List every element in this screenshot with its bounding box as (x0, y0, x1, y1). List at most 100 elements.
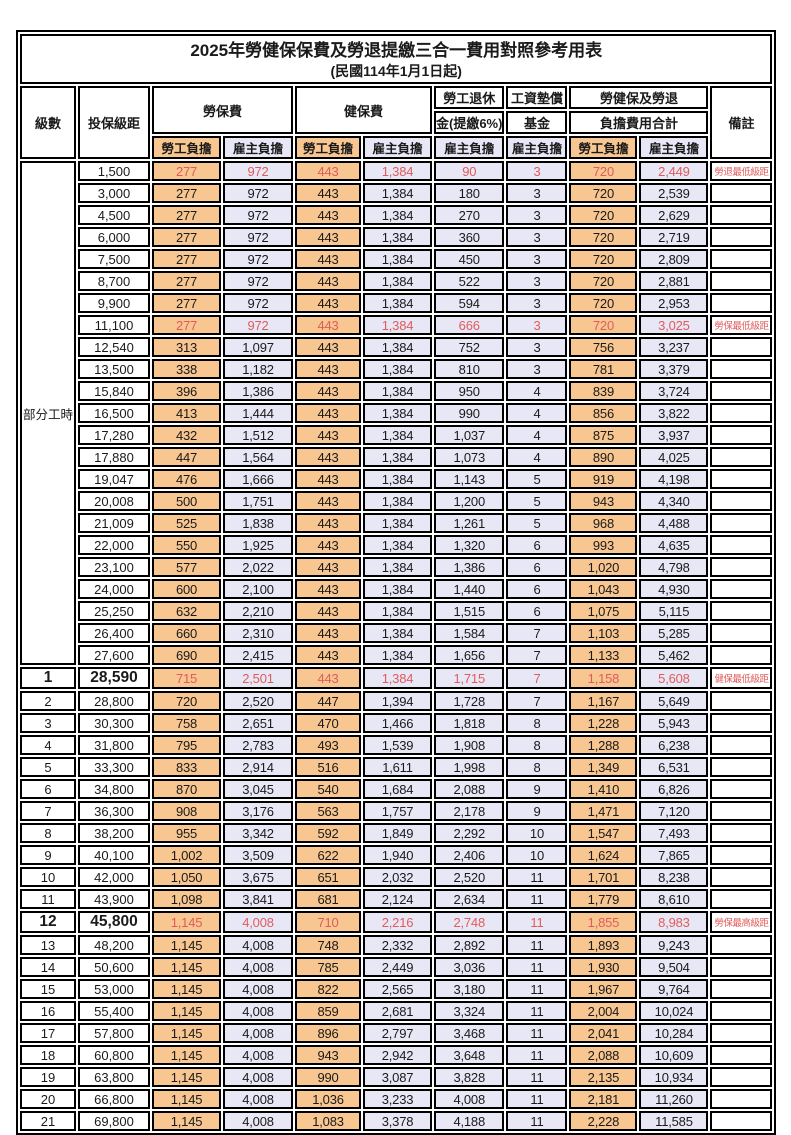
table-row: 13,500 338 1,182 443 1,384 810 3 781 3,379 (20, 359, 773, 379)
note-cell (710, 623, 773, 643)
value-cell: 4,008 (223, 1045, 293, 1065)
header-labor-insurance: 勞保費 (152, 86, 293, 134)
level-cell: 21 (20, 1111, 76, 1131)
value-cell: 2,914 (223, 757, 293, 777)
value-cell: 1,145 (152, 957, 221, 977)
value-cell: 955 (152, 823, 221, 843)
value-cell: 3,828 (434, 1067, 505, 1087)
bracket-cell: 31,800 (78, 735, 150, 755)
value-cell: 4,798 (639, 557, 709, 577)
value-cell: 11 (506, 1023, 568, 1043)
table-row: 12 45,800 1,145 4,008 710 2,216 2,748 11 1,855 8,… (20, 911, 773, 933)
header-note: 備註 (710, 86, 773, 159)
value-cell: 2,041 (569, 1023, 638, 1043)
note-cell (710, 513, 773, 533)
table-row: 部分工時 1,500 277 972 443 1,384 90 3 720 2,449 勞退最低級距 (20, 161, 773, 665)
table-body: 2025年勞健保保費及勞退提繳三合一費用對照參考用表 (民國114年1月1日起)… (20, 34, 773, 1131)
bracket-cell: 12,540 (78, 337, 150, 357)
value-cell: 4,635 (639, 535, 709, 555)
value-cell: 833 (152, 757, 221, 777)
value-cell: 781 (569, 359, 638, 379)
value-cell: 1,228 (569, 713, 638, 733)
value-cell: 338 (152, 359, 221, 379)
table-row: 23,100 577 2,022 443 1,384 1,386 6 1,020 4,798 (20, 557, 773, 577)
value-cell: 908 (152, 801, 221, 821)
table-row: 8,700 277 972 443 1,384 522 3 720 2,881 (20, 271, 773, 291)
bracket-cell: 17,880 (78, 447, 150, 467)
value-cell: 2,292 (434, 823, 505, 843)
table-row: 7,500 277 972 443 1,384 450 3 720 2,809 (20, 249, 773, 269)
value-cell: 919 (569, 469, 638, 489)
value-cell: 2,539 (639, 183, 709, 203)
value-cell: 2,797 (363, 1023, 432, 1043)
value-cell: 859 (295, 1001, 361, 1021)
value-cell: 11 (506, 1001, 568, 1021)
value-cell: 2,881 (639, 271, 709, 291)
level-cell: 4 (20, 735, 76, 755)
value-cell: 1,384 (363, 403, 432, 423)
value-cell: 11,260 (639, 1089, 709, 1109)
value-cell: 2,565 (363, 979, 432, 999)
value-cell: 3,342 (223, 823, 293, 843)
bracket-cell: 8,700 (78, 271, 150, 291)
value-cell: 3,937 (639, 425, 709, 445)
value-cell: 1,075 (569, 601, 638, 621)
table-row: 4 31,800 795 2,783 493 1,539 1,908 8 1,288 6,238 (20, 735, 773, 755)
value-cell: 1,666 (223, 469, 293, 489)
value-cell: 720 (569, 315, 638, 335)
note-cell (710, 447, 773, 467)
value-cell: 1,715 (434, 667, 505, 689)
table-row: 1 28,590 715 2,501 443 1,384 1,715 7 1,158 5,608 健… (20, 667, 773, 689)
value-cell: 4,008 (223, 979, 293, 999)
value-cell: 896 (295, 1023, 361, 1043)
value-cell: 3,087 (363, 1067, 432, 1087)
note-cell (710, 249, 773, 269)
value-cell: 1,539 (363, 735, 432, 755)
value-cell: 5,115 (639, 601, 709, 621)
subheader-total-employer: 雇主負擔 (639, 136, 709, 159)
value-cell: 8,610 (639, 889, 709, 909)
level-cell: 11 (20, 889, 76, 909)
level-cell: 8 (20, 823, 76, 843)
value-cell: 752 (434, 337, 505, 357)
value-cell: 2,942 (363, 1045, 432, 1065)
value-cell: 2,748 (434, 911, 505, 933)
value-cell: 4,198 (639, 469, 709, 489)
value-cell: 3,233 (363, 1089, 432, 1109)
subheader-fund-employer: 雇主負擔 (506, 136, 568, 159)
bracket-cell: 15,840 (78, 381, 150, 401)
header-row-1: 級數 投保級距 勞保費 健保費 勞工退休 工資墊償 勞健保及勞退 備註 (20, 86, 773, 159)
value-cell: 563 (295, 801, 361, 821)
value-cell: 870 (152, 779, 221, 799)
value-cell: 1,394 (363, 691, 432, 711)
value-cell: 1,200 (434, 491, 505, 511)
value-cell: 720 (569, 205, 638, 225)
value-cell: 2,178 (434, 801, 505, 821)
value-cell: 10 (506, 845, 568, 865)
bracket-cell: 55,400 (78, 1001, 150, 1021)
table-row: 3 30,300 758 2,651 470 1,466 1,818 8 1,228 5,943 (20, 713, 773, 733)
level-cell: 5 (20, 757, 76, 777)
level-cell: 6 (20, 779, 76, 799)
value-cell: 1,349 (569, 757, 638, 777)
note-cell (710, 205, 773, 225)
value-cell: 748 (295, 935, 361, 955)
value-cell: 4,488 (639, 513, 709, 533)
bracket-cell: 36,300 (78, 801, 150, 821)
value-cell: 443 (295, 315, 361, 335)
table-row: 2 28,800 720 2,520 447 1,394 1,728 7 1,167 5,649 (20, 691, 773, 711)
value-cell: 1,386 (223, 381, 293, 401)
value-cell: 1,701 (569, 867, 638, 887)
value-cell: 1,998 (434, 757, 505, 777)
value-cell: 4,008 (223, 1023, 293, 1043)
value-cell: 758 (152, 713, 221, 733)
value-cell: 7,120 (639, 801, 709, 821)
value-cell: 972 (223, 161, 293, 181)
value-cell: 443 (295, 337, 361, 357)
bracket-cell: 43,900 (78, 889, 150, 909)
value-cell: 990 (434, 403, 505, 423)
value-cell: 8 (506, 757, 568, 777)
value-cell: 822 (295, 979, 361, 999)
note-cell (710, 403, 773, 423)
header-row-3: 勞工負擔 雇主負擔 勞工負擔 雇主負擔 雇主負擔 雇主負擔 勞工負擔 雇主負擔 (20, 136, 772, 159)
